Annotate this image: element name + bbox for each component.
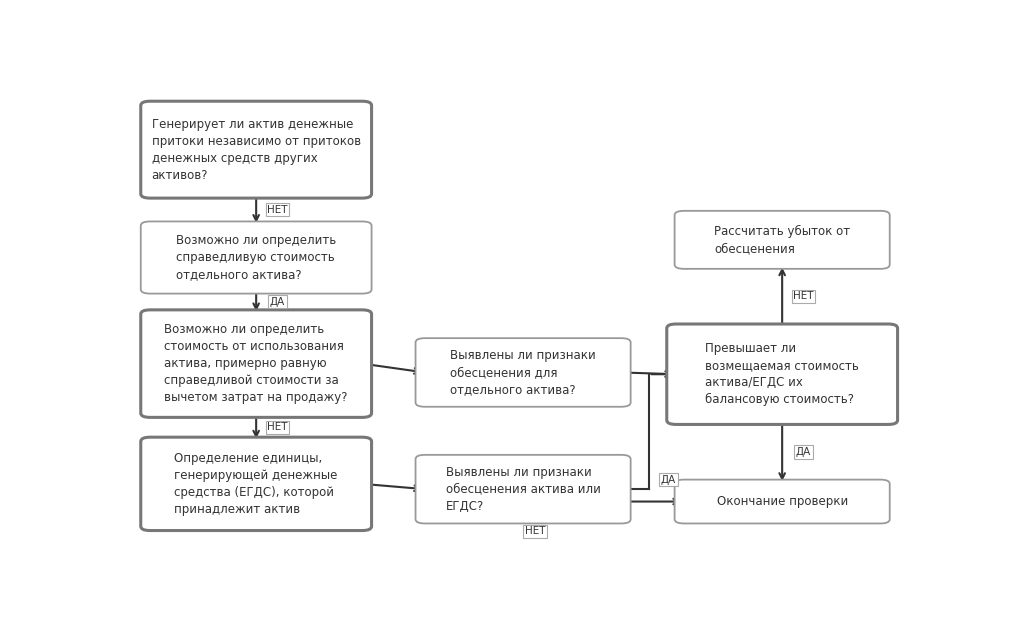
FancyBboxPatch shape [675,480,889,523]
Text: Возможно ли определить
стоимость от использования
актива, примерно равную
справе: Возможно ли определить стоимость от испо… [164,323,347,404]
Text: Определение единицы,
генерирующей денежные
средства (ЕГДС), которой
принадлежит : Определение единицы, генерирующей денежн… [174,452,338,516]
Text: Выявлены ли признаки
обесценения актива или
ЕГДС?: Выявлены ли признаки обесценения актива … [446,466,601,512]
FancyBboxPatch shape [415,338,631,407]
Text: Окончание проверки: Окончание проверки [716,495,848,508]
FancyBboxPatch shape [675,211,889,269]
Text: НЕТ: НЕТ [267,422,288,432]
Text: ДА: ДА [660,475,676,485]
Text: ДА: ДА [269,296,285,307]
Text: НЕТ: НЕТ [267,204,288,215]
Text: Генерирует ли актив денежные
притоки независимо от притоков
денежных средств дру: Генерирует ли актив денежные притоки нез… [152,118,361,182]
Text: Превышает ли
возмещаемая стоимость
актива/ЕГДС их
балансовую стоимость?: Превышает ли возмещаемая стоимость актив… [705,342,859,406]
FancyBboxPatch shape [141,101,372,198]
Text: Рассчитать убыток от
обесценения: Рассчитать убыток от обесценения [714,225,850,255]
FancyBboxPatch shape [141,437,372,530]
Text: НЕТ: НЕТ [525,526,545,536]
Text: Возможно ли определить
справедливую стоимость
отдельного актива?: Возможно ли определить справедливую стои… [176,234,336,281]
FancyBboxPatch shape [415,455,631,523]
FancyBboxPatch shape [141,310,372,417]
Text: ДА: ДА [796,447,811,457]
FancyBboxPatch shape [667,324,898,424]
Text: Выявлены ли признаки
обесценения для
отдельного актива?: Выявлены ли признаки обесценения для отд… [450,349,596,396]
FancyBboxPatch shape [141,221,372,294]
Text: НЕТ: НЕТ [793,291,813,302]
